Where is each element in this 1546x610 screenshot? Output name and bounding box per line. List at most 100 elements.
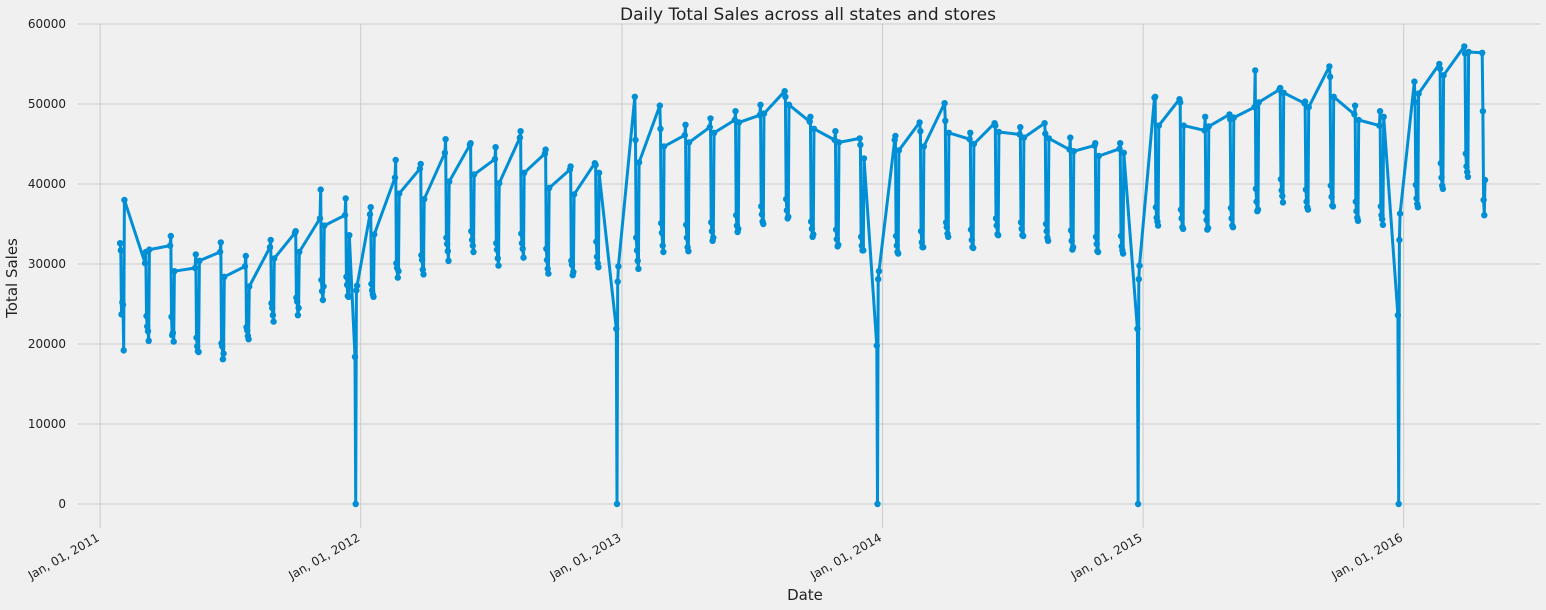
data-point <box>807 218 815 225</box>
data-point <box>492 144 499 151</box>
data-point <box>353 282 361 289</box>
y-tick-label: 60000 <box>28 17 66 31</box>
data-point <box>635 265 642 272</box>
data-point <box>470 248 477 256</box>
data-point <box>1330 93 1337 101</box>
data-point <box>1179 225 1187 232</box>
data-point <box>945 233 952 240</box>
data-point <box>1415 90 1422 97</box>
data-point <box>992 215 1000 222</box>
y-tick-label: 50000 <box>28 97 66 111</box>
x-tick-label: Jan, 01, 2015 <box>1068 530 1145 582</box>
data-point <box>341 212 349 219</box>
data-point <box>343 273 350 280</box>
data-point <box>858 242 865 249</box>
data-point <box>1068 237 1075 244</box>
data-point <box>1395 500 1402 508</box>
data-point <box>343 281 351 288</box>
data-point <box>1412 181 1420 188</box>
data-point <box>1396 236 1403 244</box>
data-point <box>471 171 478 178</box>
data-point <box>660 143 668 150</box>
data-point <box>192 251 199 258</box>
data-point <box>469 242 476 249</box>
data-point <box>860 155 868 162</box>
data-point <box>1178 215 1185 222</box>
data-point <box>1461 43 1468 50</box>
data-point <box>119 301 127 308</box>
data-point <box>543 256 551 264</box>
data-point <box>352 500 359 508</box>
data-point <box>1117 232 1125 240</box>
y-tick-label: 0 <box>58 497 66 511</box>
data-point <box>783 207 791 214</box>
data-point <box>633 234 640 241</box>
data-point <box>857 233 865 240</box>
data-point <box>568 261 576 268</box>
data-point <box>342 195 349 202</box>
data-point <box>658 220 665 227</box>
data-point <box>269 304 276 312</box>
data-point <box>1228 215 1235 222</box>
y-axis-label: Total Sales <box>3 238 21 319</box>
data-point <box>116 240 124 247</box>
data-point <box>593 253 601 260</box>
data-point <box>732 108 739 115</box>
x-tick-label: Jan, 01, 2014 <box>807 530 884 582</box>
data-point <box>710 234 717 241</box>
data-point <box>1379 216 1386 223</box>
data-point <box>371 231 378 238</box>
data-point <box>1120 149 1128 156</box>
data-point <box>141 260 149 267</box>
data-point <box>683 234 691 241</box>
data-point <box>420 271 427 278</box>
data-point <box>1177 99 1184 106</box>
data-point <box>168 313 175 320</box>
data-point <box>760 110 768 117</box>
data-point <box>1380 113 1387 121</box>
data-point <box>613 500 621 508</box>
data-point <box>615 263 622 270</box>
data-point <box>1135 276 1143 283</box>
data-point <box>1438 174 1445 181</box>
data-point <box>219 343 226 350</box>
data-point <box>1280 89 1287 97</box>
data-point <box>1327 182 1335 189</box>
data-point <box>517 128 524 135</box>
data-point <box>1202 113 1209 121</box>
data-point <box>967 129 974 136</box>
data-point <box>318 276 325 284</box>
data-point <box>320 283 327 290</box>
data-point <box>441 149 449 156</box>
data-point <box>519 245 526 252</box>
data-point <box>1279 192 1286 200</box>
data-point <box>1414 204 1422 211</box>
data-point <box>1326 63 1333 70</box>
data-point <box>518 230 525 237</box>
data-point <box>835 139 843 146</box>
x-tick-label: Jan, 01, 2011 <box>25 530 102 582</box>
data-point <box>391 174 399 181</box>
data-point <box>1227 204 1235 212</box>
data-point <box>1277 84 1284 92</box>
data-point <box>733 212 740 219</box>
data-point <box>445 257 452 264</box>
data-point <box>1377 203 1385 210</box>
data-point <box>216 248 224 256</box>
data-point <box>1479 108 1487 115</box>
data-point <box>970 244 977 252</box>
data-point <box>595 264 602 271</box>
data-point <box>1042 220 1050 228</box>
data-point <box>1436 65 1444 73</box>
data-point <box>1092 140 1099 147</box>
data-point <box>1044 237 1052 244</box>
data-point <box>1116 145 1123 152</box>
data-point <box>393 260 400 267</box>
x-axis: Jan, 01, 2011 Jan, 01, 2012 Jan, 01, 2013 J… <box>25 530 1405 582</box>
data-point <box>1134 500 1142 508</box>
data-point <box>658 229 666 236</box>
x-tick-label: Jan, 01, 2012 <box>285 530 362 582</box>
data-point <box>920 244 927 251</box>
data-point <box>269 312 277 319</box>
data-point <box>873 342 880 349</box>
